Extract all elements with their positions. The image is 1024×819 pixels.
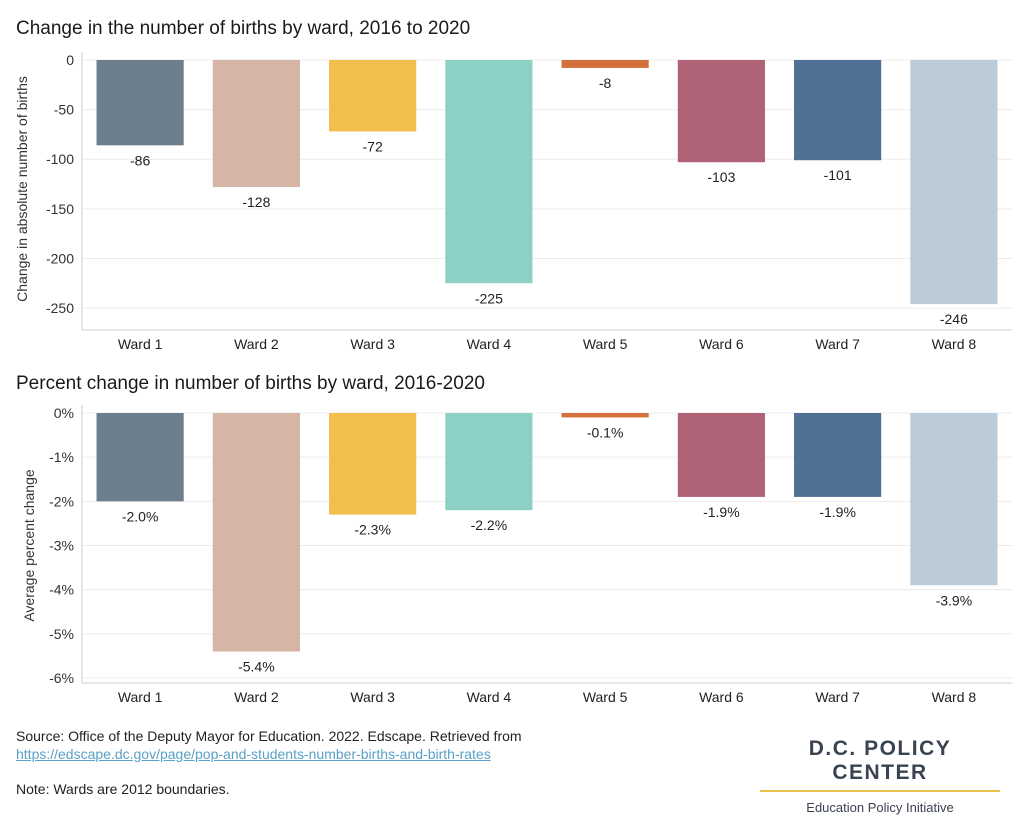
chart1-bar-ward-7 xyxy=(794,60,882,161)
chart1-bar-ward-1 xyxy=(96,60,184,146)
chart-2-percent-change: 0% -1% -2% -3% -4% -5% -6% Average percent chan… xyxy=(21,405,1012,705)
chart1-data-label-ward-1: -86 xyxy=(130,152,150,168)
chart1-x-tick-label: Ward 8 xyxy=(932,336,977,352)
chart1-ytick-label: -200 xyxy=(46,250,74,266)
chart2-x-tick-label: Ward 5 xyxy=(583,689,628,705)
chart2-x-tick-label: Ward 7 xyxy=(815,689,860,705)
chart1-x-tick-label: Ward 6 xyxy=(699,336,744,352)
chart-2-title: Percent change in number of births by wa… xyxy=(16,373,485,394)
chart2-ytick-label: -1% xyxy=(49,449,74,465)
chart1-y-axis-label: Change in absolute number of births xyxy=(14,76,30,302)
chart1-ytick-label: -150 xyxy=(46,201,74,217)
chart2-data-label-ward-3: -2.3% xyxy=(354,522,391,538)
chart1-bar-ward-8 xyxy=(910,60,998,305)
chart2-x-tick-label: Ward 6 xyxy=(699,689,744,705)
logo-title: D.C. POLICY CENTER xyxy=(808,737,952,784)
chart-1-births-change: 0 -50 -100 -150 -200 -250 Change in absolute n… xyxy=(14,52,1012,352)
chart1-data-label-ward-4: -225 xyxy=(475,290,503,306)
chart2-bar-ward-8 xyxy=(910,413,998,586)
chart2-y-axis-label: Average percent change xyxy=(21,469,37,622)
chart2-data-label-ward-4: -2.2% xyxy=(471,517,508,533)
chart1-bar-ward-3 xyxy=(329,60,417,132)
chart1-x-tick-label: Ward 1 xyxy=(118,336,163,352)
chart2-data-label-ward-2: -5.4% xyxy=(238,659,275,675)
chart2-x-tick-label: Ward 1 xyxy=(118,689,163,705)
chart-1-title: Change in the number of births by ward, … xyxy=(16,18,471,39)
chart2-x-tick-label: Ward 2 xyxy=(234,689,279,705)
chart2-ytick-label: -6% xyxy=(49,670,74,686)
chart1-x-tick-label: Ward 7 xyxy=(815,336,860,352)
chart1-bar-ward-2 xyxy=(212,60,300,188)
chart2-bar-ward-1 xyxy=(96,413,184,502)
boundary-note: Note: Wards are 2012 boundaries. xyxy=(16,781,230,797)
chart1-x-tick-label: Ward 5 xyxy=(583,336,628,352)
chart2-data-label-ward-8: -3.9% xyxy=(936,592,973,608)
chart1-ytick-label: -50 xyxy=(54,102,74,118)
chart1-bar-ward-5 xyxy=(561,60,649,68)
chart2-x-tick-label: Ward 8 xyxy=(932,689,977,705)
chart1-data-label-ward-7: -101 xyxy=(824,167,852,183)
chart2-data-label-ward-7: -1.9% xyxy=(819,504,856,520)
chart2-bar-ward-5 xyxy=(561,413,649,418)
chart2-bar-ward-3 xyxy=(329,413,417,515)
chart1-ytick-label: 0 xyxy=(66,52,74,68)
chart1-bar-ward-6 xyxy=(677,60,765,163)
chart1-x-tick-label: Ward 4 xyxy=(467,336,512,352)
chart1-data-label-ward-5: -8 xyxy=(599,75,612,91)
chart1-x-tick-label: Ward 2 xyxy=(234,336,279,352)
chart1-data-label-ward-6: -103 xyxy=(707,169,735,185)
chart1-data-label-ward-2: -128 xyxy=(242,194,270,210)
chart1-ytick-label: -250 xyxy=(46,300,74,316)
chart2-data-label-ward-6: -1.9% xyxy=(703,504,740,520)
chart2-bar-ward-7 xyxy=(794,413,882,497)
chart1-ytick-label: -100 xyxy=(46,151,74,167)
logo-subtitle: Education Policy Initiative xyxy=(806,800,954,815)
source-note: Source: Office of the Deputy Mayor for E… xyxy=(16,727,522,763)
chart2-data-label-ward-1: -2.0% xyxy=(122,508,159,524)
source-link[interactable]: https://edscape.dc.gov/page/pop-and-stud… xyxy=(16,746,491,762)
chart1-data-label-ward-8: -246 xyxy=(940,311,968,327)
chart2-bar-ward-6 xyxy=(677,413,765,497)
chart2-bar-ward-4 xyxy=(445,413,533,511)
logo-divider xyxy=(760,790,1000,792)
chart2-data-label-ward-5: -0.1% xyxy=(587,424,624,440)
chart2-ytick-label: -4% xyxy=(49,582,74,598)
chart2-ytick-label: -2% xyxy=(49,493,74,509)
chart2-bar-ward-2 xyxy=(212,413,300,652)
chart1-x-tick-label: Ward 3 xyxy=(350,336,395,352)
chart2-x-tick-label: Ward 4 xyxy=(467,689,512,705)
chart2-ytick-label: -5% xyxy=(49,626,74,642)
chart1-data-label-ward-3: -72 xyxy=(363,138,383,154)
chart1-bar-ward-4 xyxy=(445,60,533,284)
chart2-x-tick-label: Ward 3 xyxy=(350,689,395,705)
source-text: Source: Office of the Deputy Mayor for E… xyxy=(16,728,522,744)
chart2-ytick-label: -3% xyxy=(49,538,74,554)
dc-policy-center-logo: D.C. POLICY CENTER Education Policy Init… xyxy=(760,737,1000,815)
chart2-ytick-label: 0% xyxy=(54,405,74,421)
